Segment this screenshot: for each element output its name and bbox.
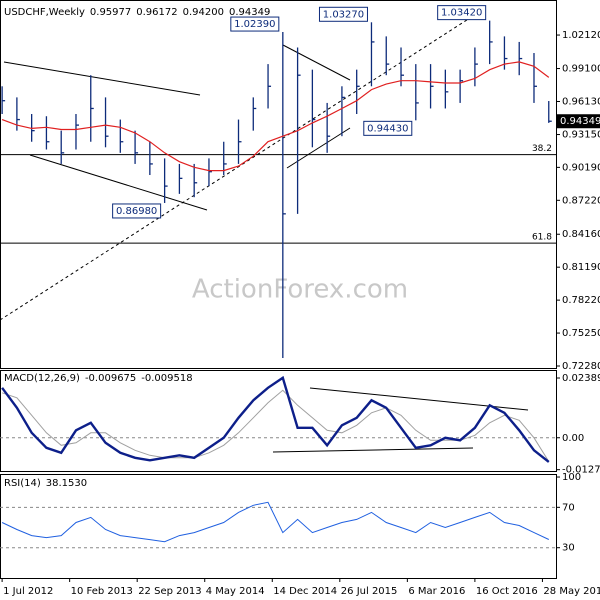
- y-tick-label: 0.78220: [562, 295, 600, 306]
- y-tick-label: 0.00: [562, 433, 584, 444]
- y-tick-label: 30: [562, 543, 575, 554]
- y-tick-label: -0.012772: [562, 465, 600, 476]
- high: 0.96172: [136, 7, 177, 18]
- y-tick-label: 70: [562, 502, 575, 513]
- trendline: [29, 154, 208, 211]
- annotation-label: 0.86980: [116, 206, 157, 217]
- y-tick-label: 0.90190: [562, 162, 600, 173]
- y-tick-label: 0.75250: [562, 328, 600, 339]
- macd-header: MACD(12,26,9) -0.009675 -0.009518: [4, 373, 193, 384]
- y-tick-label: 0.81190: [562, 262, 600, 273]
- macd-title: MACD(12,26,9): [4, 373, 80, 384]
- annotation-box: [112, 203, 162, 219]
- x-tick-label: 6 Mar 2016: [408, 586, 465, 597]
- moving-average: [1, 61, 550, 172]
- annotation-label: 1.03270: [323, 9, 364, 20]
- annotation-label: 1.02390: [234, 19, 275, 30]
- x-tick-label: 1 Jul 2012: [3, 586, 53, 597]
- last-price-box: [557, 114, 600, 129]
- symbol: USDCHF,Weekly: [4, 7, 85, 18]
- trendline: [272, 447, 474, 453]
- annotation-label: 1.03420: [441, 8, 482, 19]
- x-tick-label: 22 Sep 2013: [138, 586, 201, 597]
- panel-frame: [0, 370, 557, 472]
- rsi-reading: 38.1530: [46, 478, 87, 489]
- y-tick-label: 0.87220: [562, 195, 600, 206]
- x-tick-label: 4 May 2014: [206, 586, 265, 597]
- fib-label: 38.2: [532, 144, 552, 154]
- trendline: [282, 44, 351, 81]
- rsi-line: [1, 501, 550, 543]
- open: 0.95977: [90, 7, 131, 18]
- fib-label: 61.8: [532, 233, 552, 243]
- rsi-title: RSI(14): [4, 478, 41, 489]
- annotation-box: [437, 5, 487, 21]
- panel-frame: [0, 474, 557, 579]
- y-tick-label: 0.93150: [562, 130, 600, 141]
- macd-reading: -0.009675: [85, 373, 136, 384]
- last-price-label: 0.94349: [560, 116, 600, 127]
- x-tick-label: 10 Feb 2013: [71, 586, 133, 597]
- price-header: USDCHF,Weekly 0.95977 0.96172 0.94200 0.9434…: [4, 7, 270, 18]
- y-tick-label: 0.99100: [562, 64, 600, 75]
- low: 0.94200: [183, 7, 224, 18]
- x-tick-label: 26 Jul 2015: [341, 586, 398, 597]
- watermark: ActionForex.com: [192, 275, 408, 305]
- rsi-header: RSI(14) 38.1530: [4, 478, 87, 489]
- panel-frame: [0, 0, 557, 369]
- y-tick-label: 100: [562, 472, 581, 483]
- annotation-label: 0.94430: [367, 123, 408, 134]
- annotation-box: [230, 16, 280, 32]
- y-tick-label: 1.02120: [562, 30, 600, 41]
- y-tick-label: 0.023894: [562, 373, 600, 384]
- annotation-box: [318, 6, 368, 22]
- annotation-box: [363, 120, 413, 136]
- y-tick-label: 0.72280: [562, 361, 600, 372]
- x-tick-label: 14 Dec 2014: [273, 586, 337, 597]
- x-tick-label: 28 May 2017: [543, 586, 600, 597]
- macd-line: [1, 375, 550, 463]
- y-tick-label: 0.84160: [562, 229, 600, 240]
- signal-reading: -0.009518: [141, 373, 192, 384]
- x-tick-label: 16 Oct 2016: [476, 586, 538, 597]
- y-tick-label: 0.96130: [562, 96, 600, 107]
- trendline: [3, 61, 201, 96]
- close: 0.94349: [229, 7, 270, 18]
